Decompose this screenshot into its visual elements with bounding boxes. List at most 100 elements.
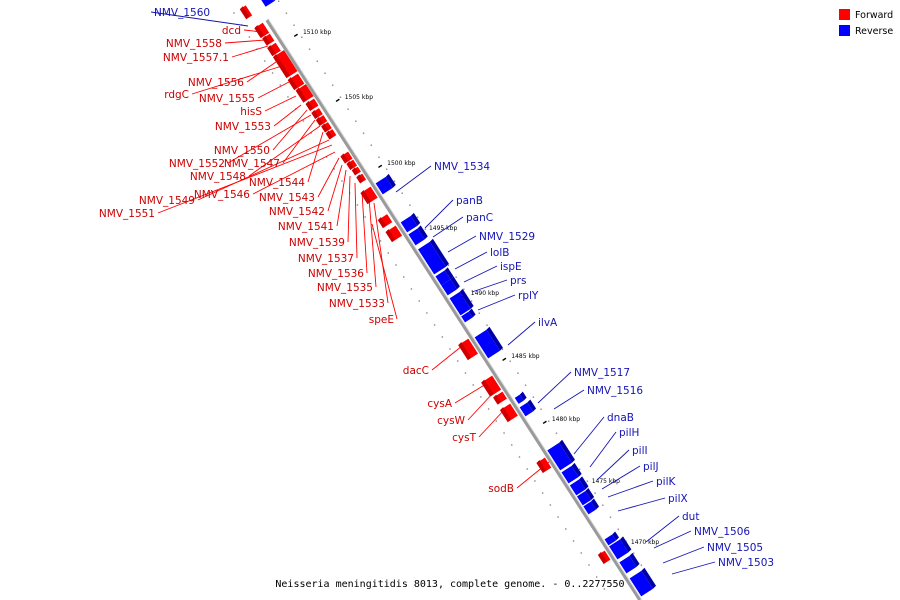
feature-top <box>262 35 270 46</box>
leader-line <box>224 39 266 44</box>
legend-forward-swatch <box>839 9 850 20</box>
leader-line <box>354 182 358 259</box>
feature-top <box>536 460 546 474</box>
reverse-feature <box>619 552 640 574</box>
gene-label-nmv-1556: NMV_1556 <box>188 77 244 89</box>
scale-dot <box>603 588 606 590</box>
scale-dot <box>564 528 567 530</box>
feature-body <box>481 375 502 397</box>
scale-dot <box>387 252 390 254</box>
feature-body <box>561 465 579 484</box>
feature-top <box>459 288 474 309</box>
leader-line <box>589 431 617 468</box>
scale-tick-label: 1470 kbp <box>631 539 659 546</box>
feature-body <box>629 570 654 597</box>
gene-label-nmv-1544: NMV_1544 <box>249 177 305 189</box>
feature-top <box>385 229 396 243</box>
feature-body <box>474 329 500 359</box>
forward-feature <box>262 33 275 46</box>
forward-feature <box>311 108 323 120</box>
legend-reverse-swatch <box>839 25 850 36</box>
scale-dot <box>480 396 482 398</box>
feature-top <box>641 567 657 589</box>
reverse-feature <box>375 173 396 195</box>
leader-line <box>432 216 464 238</box>
scale-dot <box>578 468 581 470</box>
leader-line <box>264 95 297 112</box>
scale-dot <box>510 444 513 446</box>
scale-dot <box>264 60 266 62</box>
feature-top <box>273 54 290 79</box>
scale-dot <box>464 372 467 374</box>
scale-dot <box>324 72 326 74</box>
gene-label-nmv-1558: NMV_1558 <box>166 38 222 50</box>
gene-label-nmv-1517: NMV_1517 <box>574 367 630 379</box>
feature-top <box>590 498 600 510</box>
leader-line <box>227 114 312 164</box>
forward-feature <box>287 73 305 91</box>
feature-top <box>385 173 396 188</box>
gene-label-panc: panC <box>466 212 493 224</box>
scale-dot <box>588 564 590 566</box>
leader-line <box>327 164 343 212</box>
scale-dot <box>287 96 289 98</box>
forward-feature <box>536 457 552 474</box>
scale-dot <box>301 36 303 38</box>
scale-dot <box>517 372 519 374</box>
feature-top <box>325 130 333 140</box>
forward-feature <box>500 403 518 423</box>
scale-dot <box>362 132 365 134</box>
feature-body <box>609 539 629 560</box>
scale-dot <box>356 204 359 206</box>
scale-dot <box>410 288 413 290</box>
forward-feature <box>254 22 270 39</box>
leader-line <box>507 321 536 346</box>
leader-line <box>467 392 494 421</box>
label-leaders <box>150 11 716 575</box>
scale-dot <box>433 324 436 326</box>
forward-feature <box>481 375 502 397</box>
scale-dot <box>293 24 295 26</box>
scale-dot <box>279 84 282 86</box>
reverse-feature <box>629 567 657 597</box>
scale-tick-mark <box>335 98 340 103</box>
feature-body <box>461 311 473 323</box>
gene-label-nmv-1553: NMV_1553 <box>215 121 271 133</box>
leader-line <box>336 169 347 227</box>
feature-top <box>500 407 511 423</box>
scale-dot <box>364 216 366 218</box>
gene-label-nmv-1516: NMV_1516 <box>587 385 643 397</box>
scale-dot <box>534 480 536 482</box>
scale-dot <box>594 492 596 494</box>
forward-feature <box>356 173 367 184</box>
feature-body <box>273 50 298 79</box>
scale-tick-label: 1485 kbp <box>511 353 539 360</box>
scale-dot <box>355 120 357 122</box>
scale-dot <box>370 144 373 146</box>
leader-line <box>601 465 641 490</box>
scale-dot <box>495 420 498 422</box>
leader-line <box>272 109 308 151</box>
reverse-feature <box>418 238 449 275</box>
scale-dot <box>595 576 598 578</box>
gene-label-pilh: pilH <box>619 427 639 439</box>
gene-label-cyst: cysT <box>452 432 476 444</box>
forward-feature <box>351 166 361 176</box>
gene-label-nmv-1541: NMV_1541 <box>278 221 334 233</box>
leader-line <box>257 81 290 99</box>
forward-feature <box>295 84 314 103</box>
gene-label-nmv-1557-1: NMV_1557.1 <box>163 52 229 64</box>
gene-label-nmv-1546: NMV_1546 <box>194 189 250 201</box>
gene-label-nmv-1551: NMV_1551 <box>99 208 155 220</box>
gene-label-nmv-1534: NMV_1534 <box>434 161 490 173</box>
gene-label-dnab: dnaB <box>607 412 634 424</box>
scale-tick-mark <box>293 33 298 38</box>
scale-dot <box>487 408 490 410</box>
gene-label-lolb: lolB <box>490 247 509 259</box>
scale-dot <box>503 432 505 434</box>
leader-line <box>477 294 516 311</box>
gene-label-nmv-1560: NMV_1560 <box>154 7 210 19</box>
leader-line <box>373 202 389 304</box>
